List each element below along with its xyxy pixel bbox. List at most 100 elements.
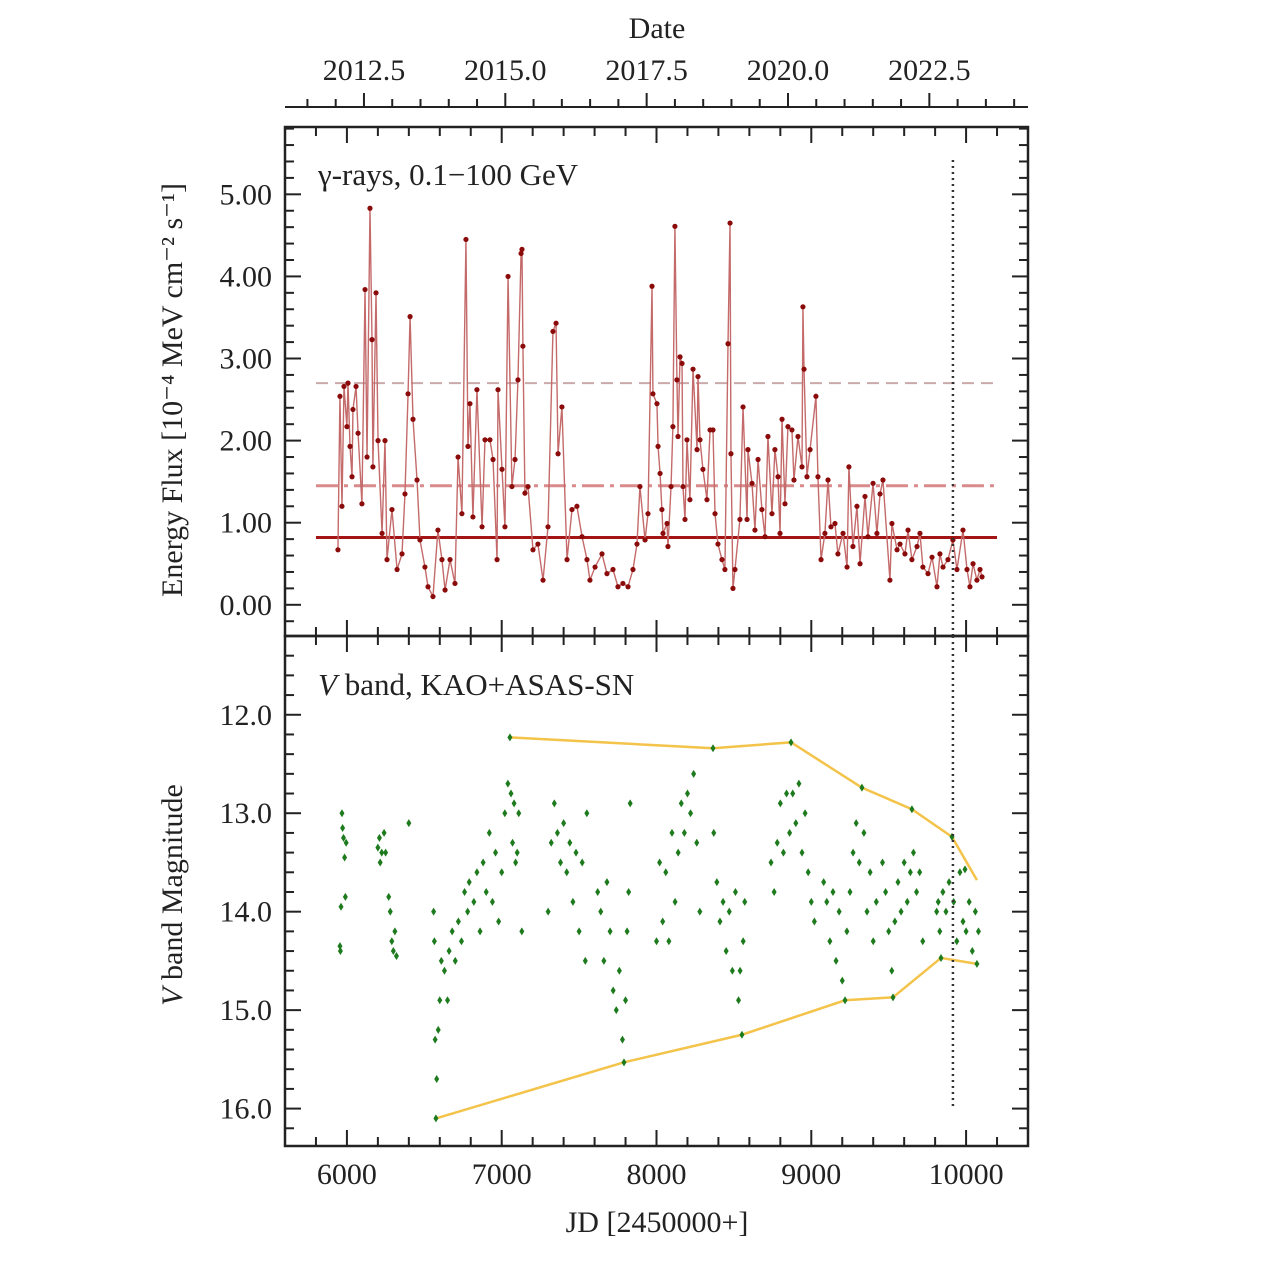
gamma-data-point xyxy=(727,220,733,226)
vband-data-point xyxy=(390,947,396,956)
vband-data-point xyxy=(339,809,345,818)
vband-data-point xyxy=(511,799,517,808)
gamma-data-point xyxy=(700,466,706,472)
vband-data-point xyxy=(445,996,451,1005)
vband-data-point xyxy=(720,897,726,906)
gamma-data-point xyxy=(880,477,886,483)
gamma-data-point xyxy=(769,511,775,517)
gamma-data-point xyxy=(399,551,405,557)
bottom-y-axis-label: V band Magnitude xyxy=(156,784,189,1006)
gamma-light-curve-line xyxy=(337,208,983,600)
top-tick-label: 2022.5 xyxy=(888,54,971,87)
vband-annotation: V band, KAO+ASAS-SN xyxy=(318,667,634,702)
gamma-data-point xyxy=(877,491,883,497)
vband-data-point xyxy=(660,917,666,926)
gamma-data-point xyxy=(850,543,856,550)
vband-data-point xyxy=(342,892,348,901)
gamma-y-tick-label: 2.00 xyxy=(220,425,273,458)
gamma-data-point xyxy=(359,501,365,507)
gamma-data-point xyxy=(813,393,819,399)
vband-data-point xyxy=(584,809,590,818)
vband-data-point xyxy=(623,996,629,1005)
vband-data-point xyxy=(969,947,975,956)
gamma-data-point xyxy=(782,501,788,507)
vband-data-point xyxy=(654,937,659,946)
x-tick-label: 6000 xyxy=(317,1158,377,1191)
vband-data-point xyxy=(462,887,468,896)
vband-data-point xyxy=(864,907,870,916)
gamma-data-point xyxy=(825,477,831,483)
vband-y-tick-label: 12.0 xyxy=(220,699,273,732)
vband-data-point xyxy=(844,927,850,936)
vband-data-point xyxy=(466,878,472,887)
gamma-data-point xyxy=(799,464,805,470)
vband-data-point xyxy=(740,937,746,946)
gamma-data-point xyxy=(637,483,643,490)
vband-data-point xyxy=(376,833,382,842)
vband-data-point xyxy=(621,1058,627,1067)
gamma-data-point xyxy=(740,404,746,410)
vband-data-point xyxy=(836,907,842,916)
gamma-data-point xyxy=(615,584,621,590)
gamma-data-point xyxy=(367,205,373,211)
vband-data-point xyxy=(870,937,876,946)
vband-annotation-italic: V xyxy=(318,667,340,702)
gamma-data-point xyxy=(775,474,781,480)
top-tick-label: 2020.0 xyxy=(747,54,830,87)
gamma-data-point xyxy=(373,290,379,296)
gamma-data-point xyxy=(687,497,693,503)
gamma-data-point xyxy=(654,401,660,407)
gamma-data-point xyxy=(339,503,345,509)
gamma-data-point xyxy=(430,593,436,600)
vband-data-point xyxy=(379,848,385,857)
gamma-data-point xyxy=(422,564,428,570)
gamma-data-point xyxy=(435,527,441,533)
gamma-data-point xyxy=(525,483,531,490)
gamma-data-point xyxy=(854,503,860,509)
gamma-data-point xyxy=(502,524,508,530)
vband-data-point xyxy=(375,843,381,852)
vband-data-point xyxy=(613,1006,619,1015)
gamma-data-point xyxy=(341,383,347,390)
gamma-data-point xyxy=(599,551,605,557)
vband-data-point xyxy=(619,1035,625,1044)
vband-data-point xyxy=(850,848,856,857)
gamma-data-point xyxy=(495,387,501,393)
gamma-data-point xyxy=(479,524,485,530)
gamma-data-point xyxy=(384,557,390,563)
gamma-data-point xyxy=(452,580,458,587)
vband-data-point xyxy=(898,907,904,916)
gamma-data-point xyxy=(350,406,356,413)
vband-data-point xyxy=(474,868,480,877)
gamma-data-point xyxy=(789,427,795,433)
vband-data-point xyxy=(808,897,814,906)
gamma-data-point xyxy=(587,577,593,583)
vband-data-point xyxy=(827,937,833,946)
vband-data-point xyxy=(545,907,551,916)
vband-data-point xyxy=(954,937,960,946)
vband-data-point xyxy=(393,951,399,960)
gamma-data-point xyxy=(655,443,661,449)
gamma-data-point xyxy=(844,564,850,570)
gamma-data-point xyxy=(559,404,565,410)
vband-data-point xyxy=(431,937,437,946)
gamma-data-point xyxy=(474,387,480,393)
gamma-data-point xyxy=(659,506,665,513)
vband-data-point xyxy=(867,868,873,877)
gamma-data-point xyxy=(459,511,465,517)
vband-data-point xyxy=(669,828,675,837)
gamma-data-point xyxy=(540,577,546,583)
gamma-data-point xyxy=(569,506,575,513)
vband-data-point xyxy=(452,956,458,965)
gamma-data-point xyxy=(690,366,696,372)
gamma-data-point xyxy=(518,250,524,257)
vband-data-point xyxy=(901,858,907,867)
gamma-data-point xyxy=(679,360,685,367)
gamma-data-point xyxy=(772,447,778,453)
vband-data-point xyxy=(626,887,632,896)
vband-data-point xyxy=(516,809,522,818)
gamma-data-point xyxy=(970,561,976,567)
gamma-data-point xyxy=(937,551,943,557)
vband-data-point xyxy=(438,956,444,965)
gamma-data-point xyxy=(795,433,801,440)
